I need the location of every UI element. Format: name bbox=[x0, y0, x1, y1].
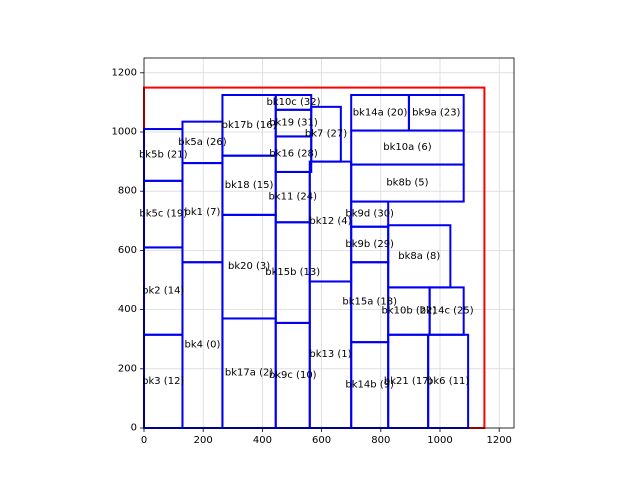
block-label: bk14c (25) bbox=[420, 306, 474, 317]
block-label: bk13 (1) bbox=[309, 349, 351, 360]
x-tick-label: 1000 bbox=[427, 435, 452, 446]
block-label: bk16 (28) bbox=[269, 149, 318, 160]
y-tick-label: 200 bbox=[118, 363, 137, 374]
x-tick-label: 0 bbox=[141, 435, 147, 446]
block-label: bk21 (17) bbox=[384, 376, 433, 387]
block-label: bk17a (2) bbox=[225, 368, 273, 379]
y-tick-label: 600 bbox=[118, 245, 137, 256]
x-tick-label: 200 bbox=[194, 435, 213, 446]
block-label: bk4 (0) bbox=[185, 340, 221, 351]
y-tick-label: 1200 bbox=[112, 67, 137, 78]
block-label: bk10a (6) bbox=[383, 142, 431, 153]
block-label: bk8b (5) bbox=[386, 178, 428, 189]
block-label: bk5a (26) bbox=[178, 137, 226, 148]
block-label: bk15b (13) bbox=[265, 267, 320, 278]
x-tick-label: 800 bbox=[371, 435, 390, 446]
block-label: bk9c (10) bbox=[269, 370, 317, 381]
block-label: bk8a (8) bbox=[398, 251, 440, 262]
block-label: bk19 (31) bbox=[269, 118, 318, 129]
block-label: bk18 (15) bbox=[225, 180, 274, 191]
block-label: bk7 (27) bbox=[305, 129, 347, 140]
block-label: bk2 (14) bbox=[142, 286, 184, 297]
block-label: bk9d (30) bbox=[345, 209, 394, 220]
block-label: bk6 (11) bbox=[427, 376, 469, 387]
x-tick-label: 600 bbox=[312, 435, 331, 446]
block-label: bk11 (24) bbox=[268, 192, 317, 203]
y-tick-label: 800 bbox=[118, 186, 137, 197]
x-tick-label: 400 bbox=[253, 435, 272, 446]
block-label: bk14a (20) bbox=[353, 107, 408, 118]
block-label: bk9b (29) bbox=[345, 239, 394, 250]
x-tick-label: 1200 bbox=[486, 435, 511, 446]
y-tick-label: 1000 bbox=[112, 127, 137, 138]
y-tick-label: 0 bbox=[131, 423, 137, 434]
block-label: bk3 (12) bbox=[142, 376, 184, 387]
block-label: bk20 (3) bbox=[228, 261, 270, 272]
block-label: bk5b (21) bbox=[139, 149, 188, 160]
y-tick-label: 400 bbox=[118, 304, 137, 315]
block-label: bk10c (32) bbox=[266, 97, 320, 108]
block-label: bk1 (7) bbox=[185, 207, 221, 218]
block-label: bk5c (19) bbox=[139, 209, 187, 220]
block-label: bk9a (23) bbox=[412, 107, 460, 118]
